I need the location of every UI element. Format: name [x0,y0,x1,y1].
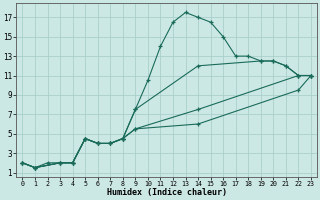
X-axis label: Humidex (Indice chaleur): Humidex (Indice chaleur) [107,188,227,197]
